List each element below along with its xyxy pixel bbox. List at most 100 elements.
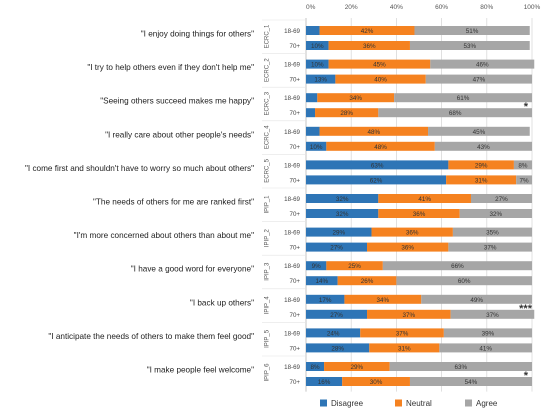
significance-marker: * xyxy=(524,370,529,382)
bar-segment-disagree xyxy=(306,377,343,386)
data-label: 27% xyxy=(330,312,343,319)
data-label: 10% xyxy=(311,43,324,50)
bar-segment-disagree xyxy=(306,141,327,151)
bar-segment-disagree xyxy=(306,309,368,319)
statement-label: "I come first and shouldn't have to worr… xyxy=(25,164,254,173)
data-label: 36% xyxy=(401,245,414,252)
data-label: 32% xyxy=(490,211,503,218)
age-group-label: 70+ xyxy=(290,177,301,184)
bar-segment-agree xyxy=(470,194,532,203)
group-code-label: ECRC_1 xyxy=(265,24,271,48)
bar-segment-agree xyxy=(452,227,532,237)
bar-segment-agree xyxy=(430,59,535,69)
data-label: 62% xyxy=(370,177,383,184)
bar-segment-neutral xyxy=(448,160,514,170)
legend-swatch-agree xyxy=(465,399,472,407)
data-label: 10% xyxy=(311,62,324,69)
data-label: 66% xyxy=(451,263,464,270)
x-axis: 0% 20% 40% 60% 80% 100% xyxy=(306,4,541,11)
age-group-label: 70+ xyxy=(290,345,301,352)
data-label: 30% xyxy=(370,379,383,386)
bar-segment-disagree xyxy=(306,160,449,170)
data-label: 53% xyxy=(464,43,477,50)
statement-label: "I'm more concerned about others than ab… xyxy=(74,231,254,240)
bar-segment-disagree xyxy=(306,74,336,84)
bar-segment-disagree xyxy=(306,93,318,103)
data-label: 47% xyxy=(473,77,486,84)
bar-segment-neutral xyxy=(378,209,460,218)
significance-marker: *** xyxy=(519,303,533,315)
age-group-label: 70+ xyxy=(290,379,301,386)
age-group-label: 18-69 xyxy=(284,263,300,270)
data-label: 29% xyxy=(332,230,345,237)
bar-segment-agree xyxy=(394,93,532,103)
data-label: 37% xyxy=(484,245,497,252)
data-label: 8% xyxy=(310,364,320,371)
statement-label: "I really care about other people's need… xyxy=(105,130,254,139)
bar-segment-agree xyxy=(409,377,532,386)
bar-segment-disagree xyxy=(306,108,316,118)
data-label: 45% xyxy=(473,129,486,136)
bar-segment-neutral xyxy=(319,126,429,136)
group-code-label: ECRC_2 xyxy=(265,58,271,82)
statement-label: "I have a good word for everyone" xyxy=(131,265,254,274)
data-label: 32% xyxy=(336,196,349,203)
age-group-label: 70+ xyxy=(290,245,301,252)
data-label: 46% xyxy=(476,62,489,69)
bar-segment-disagree xyxy=(306,362,325,371)
data-label: 40% xyxy=(374,77,387,84)
bar-segment-agree xyxy=(425,74,532,84)
age-group-label: 70+ xyxy=(290,43,301,50)
bar-segment-neutral xyxy=(337,276,397,286)
bar-segment-disagree xyxy=(306,261,327,271)
data-label: 54% xyxy=(465,379,478,386)
bar-segment-disagree xyxy=(306,26,320,35)
bar-segment-neutral xyxy=(367,242,449,252)
bar-segment-agree xyxy=(421,294,532,304)
bar-segment-disagree xyxy=(306,294,345,304)
bar-segment-agree xyxy=(396,276,532,286)
x-tick-label: 0% xyxy=(306,4,316,11)
bar-segment-agree xyxy=(443,328,532,338)
age-group-label: 18-69 xyxy=(284,330,300,337)
age-group-label: 18-69 xyxy=(284,28,300,35)
data-label: 41% xyxy=(418,196,431,203)
bar-segment-neutral xyxy=(317,93,395,103)
data-label: 29% xyxy=(351,364,364,371)
statement-label: "I enjoy doing things for others" xyxy=(141,30,254,39)
data-label: 25% xyxy=(348,263,361,270)
bar-segment-neutral xyxy=(344,294,422,304)
data-label: 28% xyxy=(340,110,353,117)
data-label: 36% xyxy=(413,211,426,218)
bar-segment-neutral xyxy=(369,343,440,353)
group-code-label: ECRC_3 xyxy=(265,91,271,115)
statement-label: "I make people feel welcome" xyxy=(147,366,254,375)
data-label: 10% xyxy=(310,144,323,151)
data-label: 39% xyxy=(482,330,495,337)
data-label: 31% xyxy=(398,345,411,352)
legend: Disagree Neutral Agree xyxy=(320,399,498,408)
significance-marker: * xyxy=(524,101,529,113)
bar-segment-agree xyxy=(409,41,530,50)
data-label: 61% xyxy=(457,95,470,102)
data-label: 63% xyxy=(371,162,384,169)
data-label: 41% xyxy=(479,345,492,352)
bar-segment-neutral xyxy=(335,74,426,84)
data-label: 32% xyxy=(336,211,349,218)
bar-segment-neutral xyxy=(342,377,410,386)
legend-swatch-neutral xyxy=(395,399,402,407)
data-label: 27% xyxy=(330,245,343,252)
bar-segment-agree xyxy=(459,209,532,218)
group-code-label: IPIP_2 xyxy=(265,228,271,247)
bar-segment-agree xyxy=(414,26,530,35)
age-group-label: 18-69 xyxy=(284,297,300,304)
bar-segment-disagree xyxy=(306,209,379,218)
bar-segment-neutral xyxy=(360,328,444,338)
legend-label: Disagree xyxy=(331,399,364,408)
statement-label: "The needs of others for me are ranked f… xyxy=(93,198,254,207)
data-label: 9% xyxy=(312,263,322,270)
age-group-label: 70+ xyxy=(290,77,301,84)
group-code-label: IPIP_1 xyxy=(265,195,271,214)
x-tick-label: 80% xyxy=(480,4,493,11)
age-group-label: 70+ xyxy=(290,312,301,319)
